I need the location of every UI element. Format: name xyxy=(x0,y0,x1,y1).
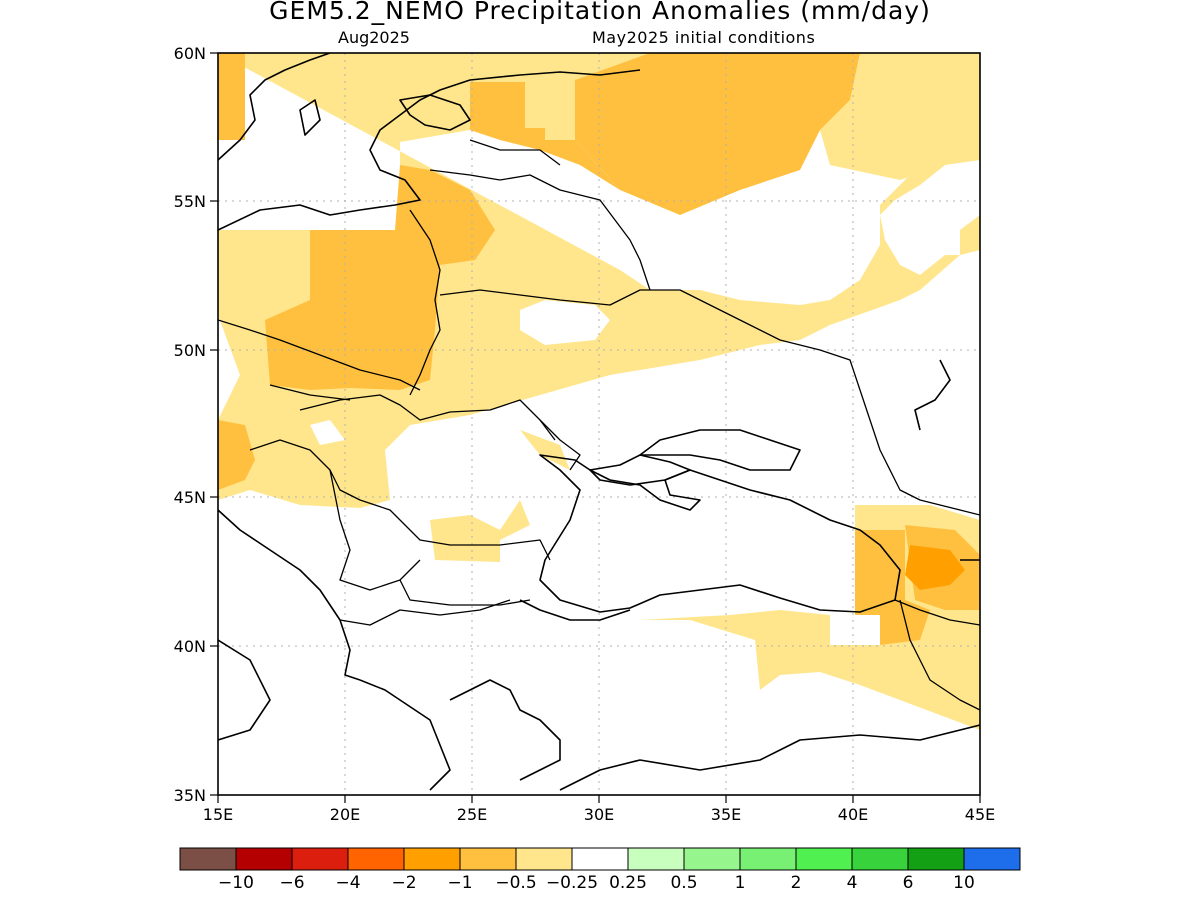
colorbar-swatch xyxy=(627,847,685,871)
lon-label: 30E xyxy=(584,805,614,824)
azov-sea-coast xyxy=(639,429,801,471)
map-title: GEM5.2_NEMO Precipitation Anomalies (mm/… xyxy=(269,0,931,25)
black-sea-coast xyxy=(539,454,901,613)
lat-label: 45N xyxy=(174,488,206,507)
border-belarus-russia xyxy=(499,174,651,291)
colorbar-label: −0.5 xyxy=(495,873,536,893)
lat-label: 35N xyxy=(174,786,206,805)
colorbar-swatch xyxy=(459,847,517,871)
colorbar-label: 10 xyxy=(953,873,975,893)
lon-label: 15E xyxy=(203,805,233,824)
border-balkans xyxy=(249,439,551,561)
colorbar-swatch xyxy=(683,847,741,871)
colorbar-swatch xyxy=(739,847,797,871)
border-moldova xyxy=(539,419,581,471)
colorbar-label: −4 xyxy=(335,873,360,893)
lon-label: 40E xyxy=(838,805,868,824)
colorbar xyxy=(179,847,1021,871)
aegean-coast xyxy=(359,679,561,791)
tick-marks xyxy=(210,52,981,803)
anomaly-shading xyxy=(218,53,980,730)
colorbar-swatch xyxy=(291,847,349,871)
forecast-month: Aug2025 xyxy=(338,28,410,47)
adriatic-coast xyxy=(218,509,361,681)
anatolia-south-coast xyxy=(559,724,980,791)
border-serbia-bulgaria xyxy=(329,469,531,606)
colorbar-label: −2 xyxy=(391,873,416,893)
latitude-labels: 35N 40N 45N 50N 55N 60N xyxy=(174,44,206,805)
anomaly-light-balkan xyxy=(430,500,530,562)
anomaly-neutral-ne-1 xyxy=(880,160,980,275)
colorbar-swatch xyxy=(235,847,293,871)
italy-coast xyxy=(218,639,271,741)
country-borders xyxy=(218,139,980,711)
colorbar-label: −6 xyxy=(279,873,304,893)
anomaly-light-east xyxy=(820,53,980,180)
anomaly-neutral-belarus xyxy=(520,300,610,345)
colorbar-label: 0.5 xyxy=(670,873,697,893)
colorbar-swatch xyxy=(795,847,853,871)
colorbar-label: −1 xyxy=(447,873,472,893)
colorbar-swatch xyxy=(571,847,629,871)
colorbar-labels: −10 −6 −4 −2 −1 −0.5 −0.25 0.25 0.5 1 2 … xyxy=(218,873,975,893)
colorbar-label: 4 xyxy=(847,873,858,893)
anomaly-light-center xyxy=(520,430,570,470)
anomaly-mid-adriatic xyxy=(218,420,255,490)
gotland-island xyxy=(299,99,321,136)
colorbar-swatch xyxy=(347,847,405,871)
coastlines xyxy=(218,53,980,791)
anomaly-strong-caucasus xyxy=(905,545,965,590)
scandinavia-coast xyxy=(218,53,331,161)
border-greece-north xyxy=(339,599,511,626)
colorbar-swatch xyxy=(851,847,909,871)
lon-label: 45E xyxy=(965,805,995,824)
baltic-coast xyxy=(218,69,641,231)
lat-label: 40N xyxy=(174,637,206,656)
colorbar-swatch xyxy=(963,847,1021,871)
anomaly-neutral-ne-2 xyxy=(830,615,880,645)
colorbar-label: 1 xyxy=(735,873,746,893)
lon-label: 35E xyxy=(711,805,741,824)
lon-label: 20E xyxy=(330,805,360,824)
anomaly-mid-baltic xyxy=(470,82,620,190)
grid-lines xyxy=(218,53,980,795)
anomaly-neutral-hungary xyxy=(310,420,345,445)
colorbar-label: −10 xyxy=(218,873,254,893)
border-poland-east xyxy=(409,209,441,396)
border-hungary-romania xyxy=(299,394,556,441)
initial-conditions: May2025 initial conditions xyxy=(592,28,816,47)
longitude-labels: 15E 20E 25E 30E 35E 40E 45E xyxy=(203,805,995,824)
anomaly-mid-caucasus xyxy=(855,530,930,645)
border-central-europe xyxy=(218,319,421,401)
anomaly-mid-north xyxy=(575,53,860,215)
border-belarus-ukraine xyxy=(439,289,861,391)
lon-label: 25E xyxy=(457,805,487,824)
lat-label: 50N xyxy=(174,341,206,360)
anomaly-mid-nw xyxy=(218,53,245,140)
marmara-coast xyxy=(519,599,631,621)
caspian-coast xyxy=(914,359,980,561)
crimea-coast xyxy=(589,454,691,486)
gulf-of-finland-coast xyxy=(399,94,471,131)
colorbar-swatch xyxy=(907,847,965,871)
lat-label: 60N xyxy=(174,44,206,63)
border-turkey-east xyxy=(899,599,980,711)
lat-label: 55N xyxy=(174,192,206,211)
colorbar-label: −0.25 xyxy=(546,873,598,893)
anomaly-mid-poland xyxy=(265,165,495,390)
colorbar-label: 2 xyxy=(791,873,802,893)
colorbar-swatch xyxy=(403,847,461,871)
anomaly-light-south xyxy=(640,610,980,730)
border-baltic-states xyxy=(429,139,561,181)
colorbar-swatch xyxy=(515,847,573,871)
colorbar-label: 6 xyxy=(903,873,914,893)
border-caucasus xyxy=(859,389,980,626)
colorbar-label: 0.25 xyxy=(609,873,647,893)
colorbar-swatch xyxy=(179,847,237,871)
